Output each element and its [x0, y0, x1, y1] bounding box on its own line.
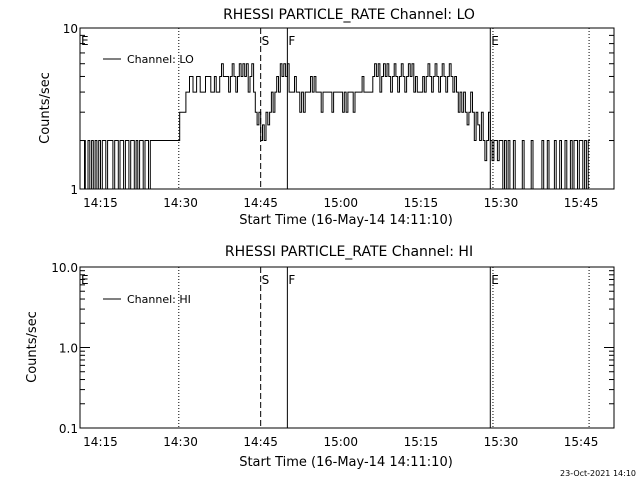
series-line-lo: [80, 63, 590, 190]
chart-panel-lo: RHESSI PARTICLE_RATE Channel: LO 1 10 14:1…: [38, 7, 615, 228]
chart-title: RHESSI PARTICLE_RATE Channel: LO: [223, 7, 475, 23]
chart-title: RHESSI PARTICLE_RATE Channel: HI: [225, 244, 473, 260]
x-tick-label: 15:45: [564, 435, 599, 449]
legend-label: Channel: LO: [127, 53, 194, 66]
marker-label: S: [262, 273, 270, 287]
legend-lo: Channel: LO: [103, 53, 194, 66]
y-tick-label: 10: [63, 22, 78, 36]
x-tick-label: 14:30: [163, 435, 198, 449]
x-axis-label: Start Time (16-May-14 14:11:10): [239, 455, 453, 470]
y-tick-label: 0.1: [59, 422, 78, 436]
y-axis-label: Counts/sec: [25, 311, 40, 383]
chart-panel-hi: RHESSI PARTICLE_RATE Channel: HI 0.1 1.0 1…: [25, 244, 615, 470]
axes-lo: 1 10 14:15 14:30 14:45 15:00 15:15 15:30 15:45: [63, 22, 615, 210]
x-tick-label: 15:00: [323, 196, 358, 210]
marker-label: E: [81, 273, 89, 287]
x-tick-label: 14:15: [83, 435, 118, 449]
marker-label: S: [262, 34, 270, 48]
marker-label: E: [81, 34, 89, 48]
legend-label: Channel: HI: [127, 293, 191, 306]
x-tick-label: 14:45: [243, 196, 278, 210]
x-tick-label: 14:30: [163, 196, 198, 210]
y-tick-label: 1.0: [59, 342, 78, 356]
legend-hi: Channel: HI: [103, 293, 191, 306]
x-tick-label: 15:45: [564, 196, 599, 210]
x-tick-label: 14:15: [83, 196, 118, 210]
marker-label: F: [288, 34, 295, 48]
axes-hi: 0.1 1.0 10.0 14:15 14:30 14:45 15:00 15:15 15:30…: [51, 261, 615, 449]
x-axis-label: Start Time (16-May-14 14:11:10): [239, 213, 453, 228]
x-tick-label: 15:00: [323, 435, 358, 449]
plot-frame: [79, 27, 615, 190]
x-tick-label: 15:30: [484, 196, 519, 210]
marker-label: F: [288, 273, 295, 287]
y-tick-label: 1: [70, 183, 78, 197]
plot-frame: [79, 266, 615, 429]
y-axis-label: Counts/sec: [38, 72, 53, 144]
marker-label: E: [491, 34, 499, 48]
marker-label: E: [491, 273, 499, 287]
x-tick-label: 15:15: [404, 196, 439, 210]
footer-date: 23-Oct-2021 14:10: [560, 469, 636, 478]
x-tick-label: 14:45: [243, 435, 278, 449]
x-tick-label: 15:30: [484, 435, 519, 449]
y-tick-label: 10.0: [51, 261, 78, 275]
x-tick-label: 15:15: [404, 435, 439, 449]
